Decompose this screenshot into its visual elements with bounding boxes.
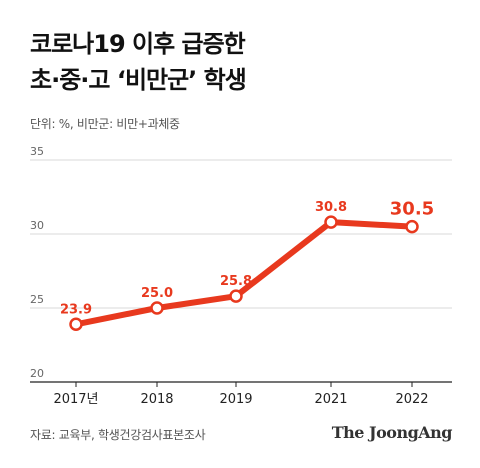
x-axis: 2017년 2018 2019 2021 2022 xyxy=(30,381,452,407)
data-labels: 23.9 25.0 25.8 30.8 30.5 xyxy=(60,199,434,318)
data-label-0: 23.9 xyxy=(60,302,92,317)
data-label-3: 30.8 xyxy=(315,200,347,215)
x-tick-label-3: 2021 xyxy=(314,392,347,407)
chart-title-line-1: 코로나19 이후 급증한 xyxy=(30,30,246,58)
chart-title-line-2: 초·중·고 ‘비만군’ 학생 xyxy=(30,66,247,94)
y-tick-label-25: 25 xyxy=(30,293,44,306)
y-axis-ticks: 35 30 25 20 xyxy=(30,145,44,380)
grid-lines xyxy=(30,159,452,309)
y-tick-label-30: 30 xyxy=(30,219,44,232)
data-point-4 xyxy=(405,219,419,234)
data-label-1: 25.0 xyxy=(141,286,173,301)
series-obesity-rate xyxy=(69,215,419,332)
x-tick-label-2: 2019 xyxy=(219,392,252,407)
publisher-logo: The JoongAng xyxy=(331,423,453,442)
y-tick-label-20: 20 xyxy=(30,367,44,380)
unit-note: 단위: %, 비만군: 비만+과체중 xyxy=(30,117,180,131)
y-tick-label-35: 35 xyxy=(30,145,44,158)
data-point-3 xyxy=(324,215,338,229)
data-point-1 xyxy=(150,301,164,315)
data-point-0 xyxy=(69,317,83,332)
data-point-2 xyxy=(229,289,243,303)
x-tick-label-4: 2022 xyxy=(395,392,428,407)
x-tick-label-0: 2017년 xyxy=(53,392,98,407)
source-note: 자료: 교육부, 학생건강검사표본조사 xyxy=(30,428,206,442)
x-tick-label-1: 2018 xyxy=(140,392,173,407)
data-label-4: 30.5 xyxy=(390,199,434,220)
chart-title: 코로나19 이후 급증한 초·중·고 ‘비만군’ 학생 xyxy=(30,26,247,98)
data-label-2: 25.8 xyxy=(220,274,252,289)
